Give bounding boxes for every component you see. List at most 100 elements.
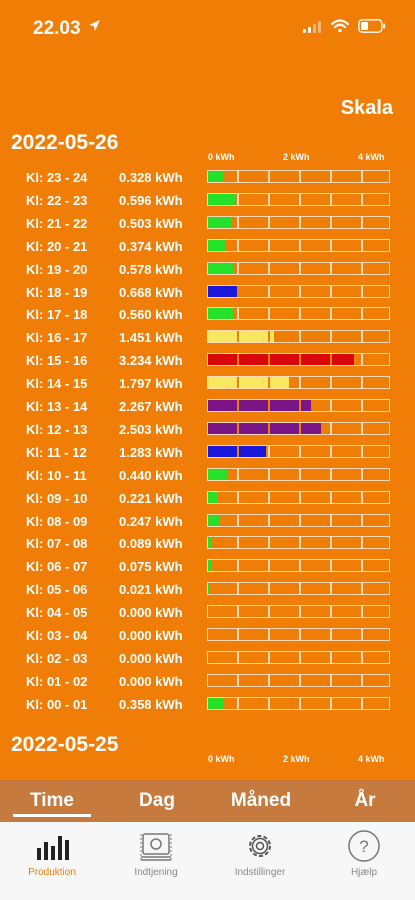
energy-bar-fill xyxy=(208,422,322,434)
energy-bar-fill xyxy=(208,514,220,526)
energy-bar-gap xyxy=(268,331,270,343)
hour-label: Kl: 04 - 05 xyxy=(26,605,88,621)
location-arrow-icon xyxy=(89,20,100,31)
energy-value: 0.089 kWh xyxy=(119,536,183,552)
tab-time[interactable]: Time xyxy=(29,790,74,811)
energy-bar xyxy=(207,467,390,481)
hour-row: Kl: 17 - 18 0.560 kWh xyxy=(0,304,415,326)
hour-label: Kl: 08 - 09 xyxy=(26,513,88,529)
energy-bar-gap xyxy=(268,422,270,434)
axis-tick-label: 4 kWh xyxy=(358,152,385,162)
energy-bar xyxy=(207,421,390,435)
hour-label: Kl: 07 - 08 xyxy=(26,536,88,552)
energy-value: 0.247 kWh xyxy=(119,513,183,529)
energy-value: 0.221 kWh xyxy=(119,490,183,506)
hour-row: Kl: 23 - 24 0.328 kWh xyxy=(0,167,415,189)
hour-row: Kl: 09 - 10 0.221 kWh xyxy=(0,488,415,510)
energy-value: 0.000 kWh xyxy=(119,650,183,666)
energy-value: 0.440 kWh xyxy=(119,467,183,483)
money-icon xyxy=(140,833,172,861)
tab-maaned[interactable]: Måned xyxy=(230,790,292,811)
energy-value: 1.451 kWh xyxy=(119,330,183,346)
energy-value: 1.797 kWh xyxy=(119,376,183,392)
hour-label: Kl: 14 - 15 xyxy=(26,376,88,392)
energy-bar-fill xyxy=(208,445,267,457)
scale-button[interactable]: Skala xyxy=(340,97,393,119)
hour-label: Kl: 20 - 21 xyxy=(26,238,88,254)
energy-bar-gap xyxy=(237,445,239,457)
energy-bar-fill xyxy=(208,537,213,549)
nav-label: Indtjening xyxy=(134,867,178,878)
energy-bar xyxy=(207,330,390,344)
hour-label: Kl: 12 - 13 xyxy=(26,421,88,437)
tab-dag[interactable]: Dag xyxy=(139,790,175,811)
hour-label: Kl: 01 - 02 xyxy=(26,673,88,689)
energy-bar xyxy=(207,238,390,252)
hour-label: Kl: 09 - 10 xyxy=(26,490,88,506)
energy-bar-fill xyxy=(208,171,223,182)
energy-bar xyxy=(207,490,390,504)
status-time: 22.03 xyxy=(33,18,81,39)
bottom-nav: Produktion Indtjening Indstillinger ? Hj… xyxy=(0,822,415,900)
energy-bar-gap xyxy=(299,400,301,411)
hour-row: Kl: 05 - 06 0.021 kWh xyxy=(0,579,415,601)
nav-hjaelp[interactable]: ? Hjælp xyxy=(312,828,415,878)
energy-value: 0.578 kWh xyxy=(119,261,183,277)
energy-value: 0.560 kWh xyxy=(119,307,183,323)
hour-row: Kl: 02 - 03 0.000 kWh xyxy=(0,648,415,670)
energy-bar xyxy=(207,261,390,275)
energy-bar xyxy=(207,513,390,527)
nav-produktion[interactable]: Produktion xyxy=(0,828,104,878)
energy-value: 2.267 kWh xyxy=(119,399,183,414)
hour-row: Kl: 03 - 04 0.000 kWh xyxy=(0,625,415,647)
energy-bar xyxy=(207,284,390,298)
nav-indstillinger[interactable]: Indstillinger xyxy=(208,828,312,878)
energy-value: 3.234 kWh xyxy=(119,353,183,369)
hour-label: Kl: 17 - 18 xyxy=(26,307,88,323)
energy-bar-gap xyxy=(299,354,301,366)
hour-label: Kl: 21 - 22 xyxy=(26,215,88,231)
wifi-icon xyxy=(331,19,349,33)
energy-bar xyxy=(207,353,390,367)
hour-row: Kl: 15 - 16 3.234 kWh xyxy=(0,350,415,372)
nav-indtjening[interactable]: Indtjening xyxy=(104,828,208,878)
energy-bar-fill xyxy=(208,331,274,343)
energy-bar xyxy=(207,170,390,183)
energy-bar xyxy=(207,307,390,321)
energy-bar-fill xyxy=(208,193,235,205)
energy-bar xyxy=(207,673,390,687)
hour-row: Kl: 21 - 22 0.503 kWh xyxy=(0,213,415,235)
gear-icon xyxy=(249,835,271,857)
energy-bar xyxy=(207,605,390,619)
hour-label: Kl: 05 - 06 xyxy=(26,582,88,598)
energy-bar-fill xyxy=(208,239,225,251)
energy-value: 0.328 kWh xyxy=(119,170,183,185)
hour-row: Kl: 04 - 05 0.000 kWh xyxy=(0,602,415,624)
energy-bar-fill xyxy=(208,560,212,572)
energy-bar-fill xyxy=(208,400,311,411)
energy-bar-gap xyxy=(237,400,239,411)
energy-value: 0.503 kWh xyxy=(119,215,183,231)
battery-icon xyxy=(358,19,386,33)
energy-bar-fill xyxy=(208,308,234,320)
hour-row: Kl: 18 - 19 0.668 kWh xyxy=(0,282,415,304)
energy-value: 2.503 kWh xyxy=(119,421,183,437)
status-bar: 22.03 xyxy=(0,0,415,56)
hour-row: Kl: 08 - 09 0.247 kWh xyxy=(0,511,415,533)
energy-value: 0.075 kWh xyxy=(119,559,183,575)
energy-bar-fill xyxy=(208,285,239,297)
svg-text:?: ? xyxy=(359,837,368,856)
hour-row: Kl: 16 - 17 1.451 kWh xyxy=(0,327,415,349)
axis-tick-label: 2 kWh xyxy=(283,754,310,764)
hour-label: Kl: 00 - 01 xyxy=(26,696,88,712)
tab-aar[interactable]: År xyxy=(354,790,376,811)
energy-bar-fill xyxy=(208,262,235,274)
energy-bar-fill xyxy=(208,377,290,389)
energy-value: 0.358 kWh xyxy=(119,696,183,712)
hour-row: Kl: 00 - 01 0.358 kWh xyxy=(0,694,415,716)
energy-bar-gap xyxy=(237,331,239,343)
energy-bar-gap xyxy=(237,285,239,297)
energy-bar-fill xyxy=(208,491,218,503)
hour-row: Kl: 19 - 20 0.578 kWh xyxy=(0,259,415,281)
bar-chart-icon xyxy=(37,836,69,860)
